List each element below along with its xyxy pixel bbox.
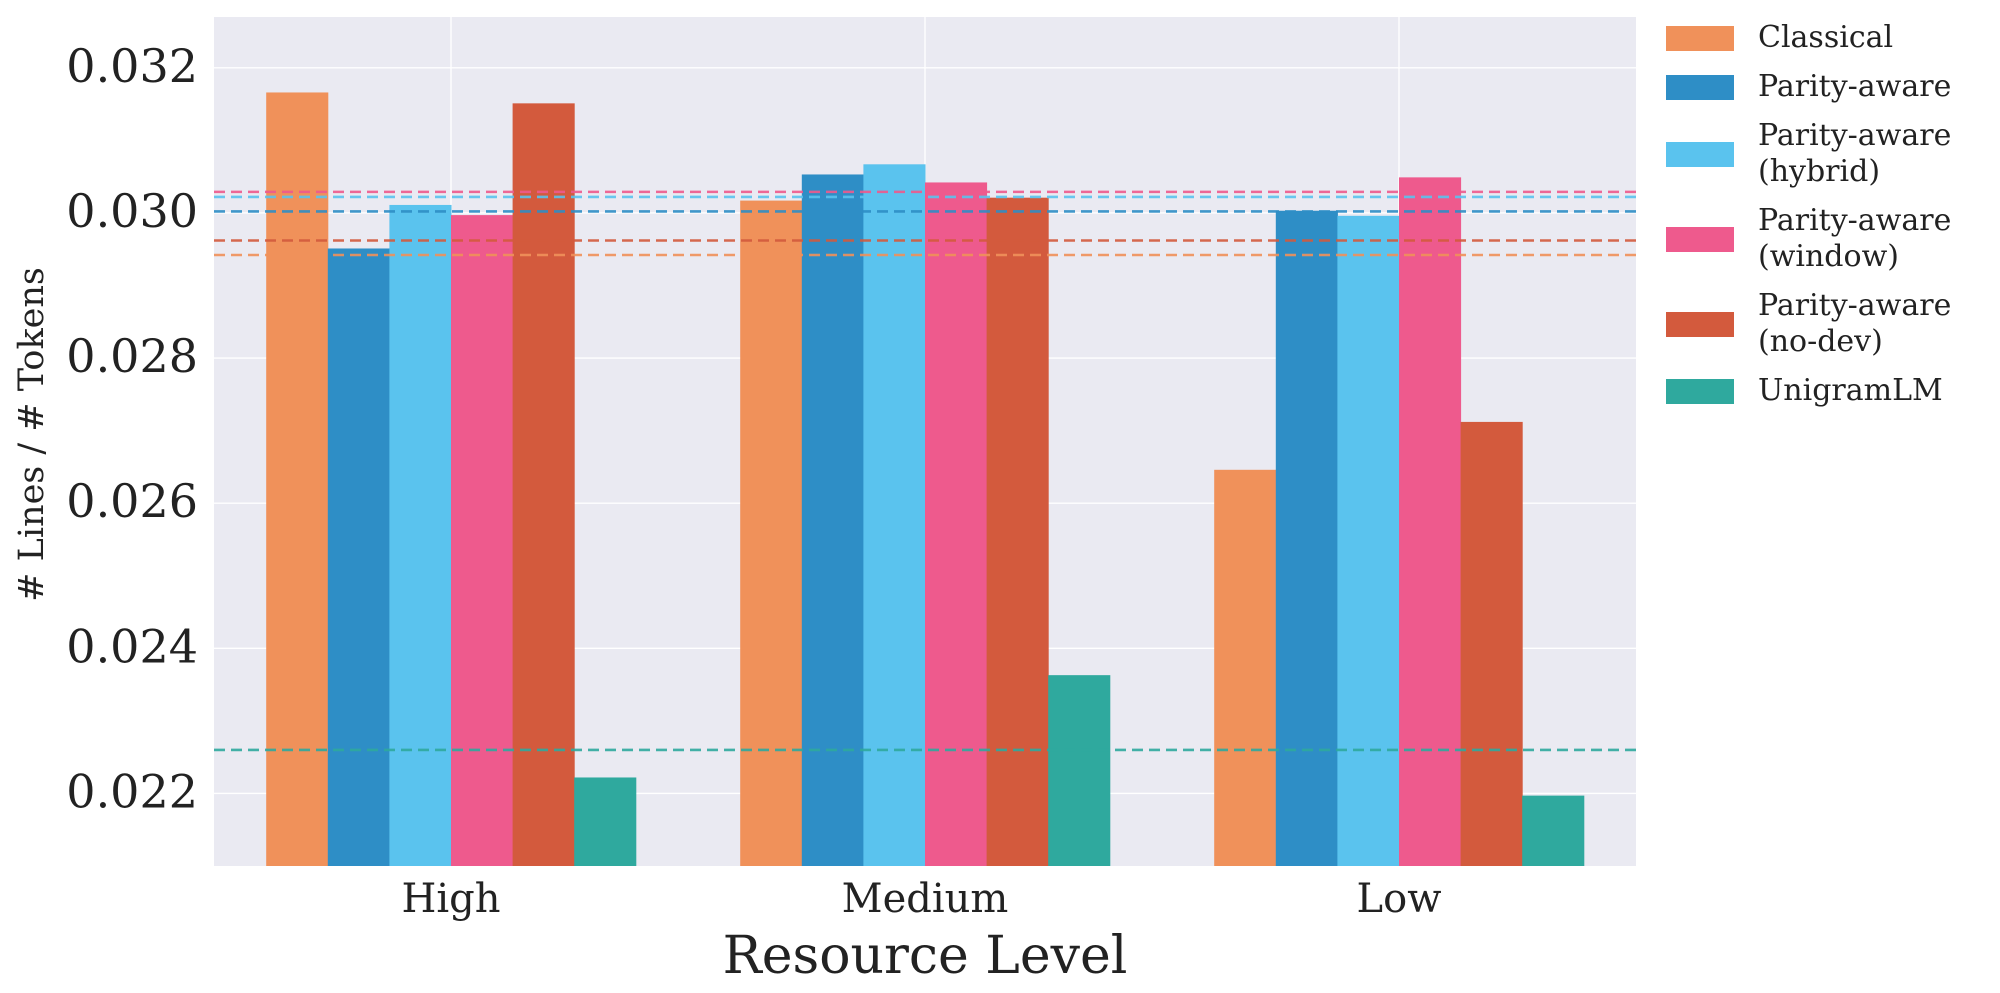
- y-tick-labels: 0.022 0.024 0.026 0.028 0.030 0.032: [66, 39, 198, 819]
- legend-swatch: [1666, 378, 1734, 404]
- legend-item: Parity-aware (window): [1666, 203, 1996, 275]
- legend-item: Parity-aware (hybrid): [1666, 118, 1996, 190]
- y-tick-label: 0.030: [66, 184, 198, 238]
- legend-swatch: [1666, 311, 1734, 337]
- legend-label: Parity-aware (hybrid): [1758, 118, 1952, 189]
- y-tick-label: 0.028: [66, 329, 198, 383]
- y-tick-label: 0.026: [66, 474, 198, 528]
- bar: [512, 103, 575, 867]
- x-tick-labels: High Medium Low: [401, 876, 1441, 922]
- x-tick-label: Low: [1357, 876, 1442, 922]
- x-tick-label: Medium: [842, 876, 1009, 922]
- bar: [451, 215, 514, 867]
- bar: [1522, 795, 1585, 866]
- y-tick-label: 0.022: [66, 764, 198, 818]
- y-tick-label: 0.032: [66, 39, 198, 93]
- bar: [389, 204, 452, 866]
- legend-swatch: [1666, 25, 1734, 51]
- bar: [925, 182, 988, 866]
- legend-label: Parity-aware (window): [1758, 203, 1952, 274]
- bar: [1275, 210, 1338, 866]
- bar: [740, 200, 803, 867]
- bar: [1048, 675, 1111, 866]
- bar: [1337, 215, 1400, 867]
- legend-swatch: [1666, 226, 1734, 252]
- bar: [1399, 177, 1462, 866]
- y-tick-label: 0.024: [66, 619, 198, 673]
- bar: [266, 92, 329, 866]
- x-tick-label: High: [401, 876, 500, 922]
- legend-item: Classical: [1666, 20, 1996, 56]
- legend-swatch: [1666, 141, 1734, 167]
- bars: [266, 92, 1585, 867]
- bar: [801, 174, 864, 866]
- legend-item: Parity-aware: [1666, 69, 1996, 105]
- legend-label: Classical: [1758, 20, 1894, 55]
- legend-label: UnigramLM: [1758, 373, 1943, 408]
- legend-label: Parity-aware: [1758, 69, 1952, 104]
- bar: [1214, 469, 1277, 866]
- legend-label: Parity-aware (no-dev): [1758, 288, 1952, 359]
- x-axis-label: Resource Level: [723, 926, 1128, 986]
- legend: Classical Parity-aware Parity-aware (hybri…: [1666, 20, 1996, 422]
- bar: [1460, 421, 1523, 866]
- bar: [863, 164, 926, 867]
- y-axis-label: # Lines / # Tokens: [12, 267, 52, 602]
- legend-item: Parity-aware (no-dev): [1666, 288, 1996, 360]
- bar: [574, 777, 637, 866]
- legend-swatch: [1666, 74, 1734, 100]
- bar: [986, 197, 1049, 866]
- legend-item: UnigramLM: [1666, 373, 1996, 409]
- bar: [327, 248, 390, 866]
